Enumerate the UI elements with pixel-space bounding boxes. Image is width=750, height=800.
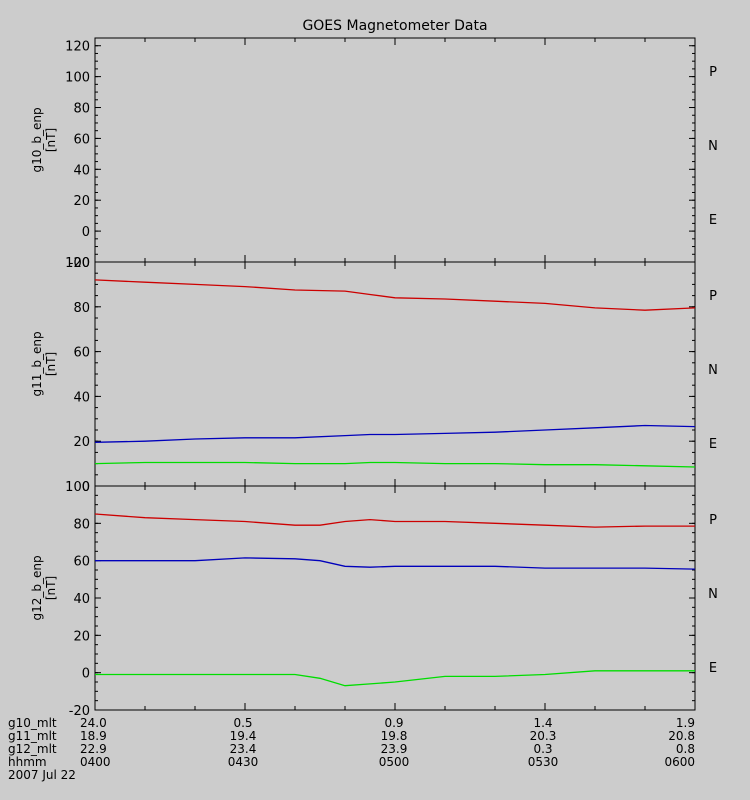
y-tick-label: 40 [73,592,90,607]
footer-cell: 1.4 [533,716,552,730]
y-tick-label: 100 [65,71,90,86]
footer-cell: 20.8 [668,729,695,743]
panel-1: -20 0 20 40 60 80 100 120 g10_b_enp [nT] P N E [30,37,718,271]
footer-row-label: hhmm [8,755,47,769]
footer-cell: 0.9 [384,716,403,730]
y-tick-label: 80 [73,102,90,117]
legend-N: N [708,363,718,378]
y-tick-label: 20 [73,194,90,209]
footer-cell: 0.5 [233,716,252,730]
footer-cell: 24.0 [80,716,107,730]
series-line-P [94,279,696,311]
y-tick-label: 60 [73,555,90,570]
footer-cell: 22.9 [80,742,107,756]
y-tick-label: 40 [73,163,90,178]
footer-cell: 19.4 [230,729,257,743]
footer-cell: 0500 [379,755,410,769]
y-tick-label: 0 [82,480,90,495]
y-tick-label: 80 [73,517,90,532]
footer-cell: 0530 [528,755,559,769]
y-tick-label: 80 [73,301,90,316]
series-line-E [95,557,696,570]
legend-E: E [709,437,717,452]
footer-row-label: g11_mlt [8,729,57,743]
series-line-E [94,424,696,443]
series-line-P [94,513,695,528]
panel-3: -20 0 20 40 60 80 100 g12_b_enp [nT] P N E [30,480,718,719]
y-tick-label: 100 [65,256,90,271]
y-tick-label: 0 [82,225,90,240]
y-tick-label: -20 [69,256,90,271]
series-line-N [94,461,696,468]
panel-frame [94,261,696,487]
y-tick-label: 0 [82,667,90,682]
y-axis-label: g10_b_enp [30,107,44,172]
footer-cell: 0600 [664,755,695,769]
legend-E: E [709,213,717,228]
footer-date: 2007 Jul 22 [8,768,76,782]
chart-title: GOES Magnetometer Data [302,18,487,34]
y-tick-label: 60 [73,346,90,361]
footer-row-label: g10_mlt [8,716,57,730]
footer-cell: 0.8 [676,742,695,756]
legend-P: P [709,513,717,528]
footer-cell: 23.9 [381,742,408,756]
footer-row-label: g12_mlt [8,742,57,756]
legend-P: P [709,65,717,80]
panel-2: 0 20 40 60 80 100 g11_b_enp [nT] P N E [30,256,718,495]
legend-N: N [708,587,718,602]
y-tick-label: 60 [73,132,90,147]
y-axis-unit: [nT] [44,576,58,600]
y-tick-label: 20 [73,435,90,450]
y-axis-label: g11_b_enp [30,331,44,396]
y-axis-unit: [nT] [44,352,58,376]
footer-cell: 19.8 [381,729,408,743]
legend-P: P [709,289,717,304]
footer-cell: 23.4 [230,742,257,756]
y-tick-label: 120 [65,40,90,55]
y-axis-label: g12_b_enp [30,555,44,620]
footer-cell: 0430 [228,755,259,769]
legend-E: E [709,661,717,676]
y-axis-unit: [nT] [44,128,58,152]
footer-cell: 0.3 [533,742,552,756]
footer-cell: 0400 [80,755,111,769]
footer-cell: 1.9 [676,716,695,730]
series-line-N [95,670,695,687]
y-tick-label: 40 [73,390,90,405]
footer-table: g10_mlt 24.0 0.5 0.9 1.4 1.9 g11_mlt 18.9 19.4 19… [8,716,695,782]
legend-N: N [708,139,718,154]
footer-cell: 20.3 [530,729,557,743]
panel-frame [94,37,696,263]
y-tick-label: -20 [69,704,90,719]
y-tick-label: 100 [65,480,90,495]
footer-cell: 18.9 [80,729,107,743]
y-tick-label: 20 [73,629,90,644]
